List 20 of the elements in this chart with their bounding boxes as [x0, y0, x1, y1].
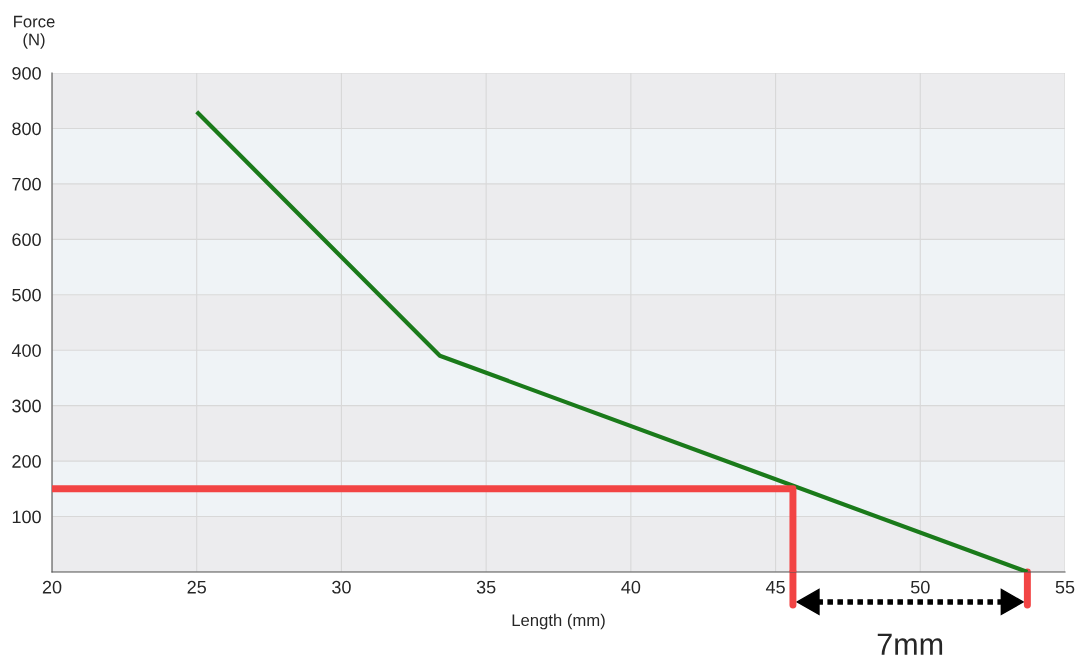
x-axis-title: Length (mm): [512, 613, 605, 630]
x-tick-label: 20: [42, 580, 62, 594]
x-tick-label: 30: [332, 580, 351, 594]
y-tick-label: 900: [12, 66, 41, 80]
y-axis-title: Force (N): [14, 15, 55, 49]
y-tick-label: 800: [12, 122, 41, 136]
y-tick-label: 400: [11, 344, 41, 357]
text: 7mm: [877, 633, 943, 655]
y-tick-label: 600: [12, 233, 41, 247]
x-tick-label: 45: [765, 581, 785, 594]
y-tick-label: 100: [12, 510, 41, 524]
x-tick-label: 40: [621, 580, 641, 594]
y-tick-label: 500: [12, 288, 41, 302]
x-tick-label: 50: [910, 580, 930, 594]
x-tick-label: 35: [476, 580, 496, 594]
y-tick-label: 200: [12, 455, 41, 468]
y-tick-label: 300: [12, 399, 41, 413]
x-tick-label: 55: [1055, 581, 1075, 594]
y-tick-label: 700: [12, 177, 41, 191]
x-tick-label: 25: [187, 580, 206, 594]
